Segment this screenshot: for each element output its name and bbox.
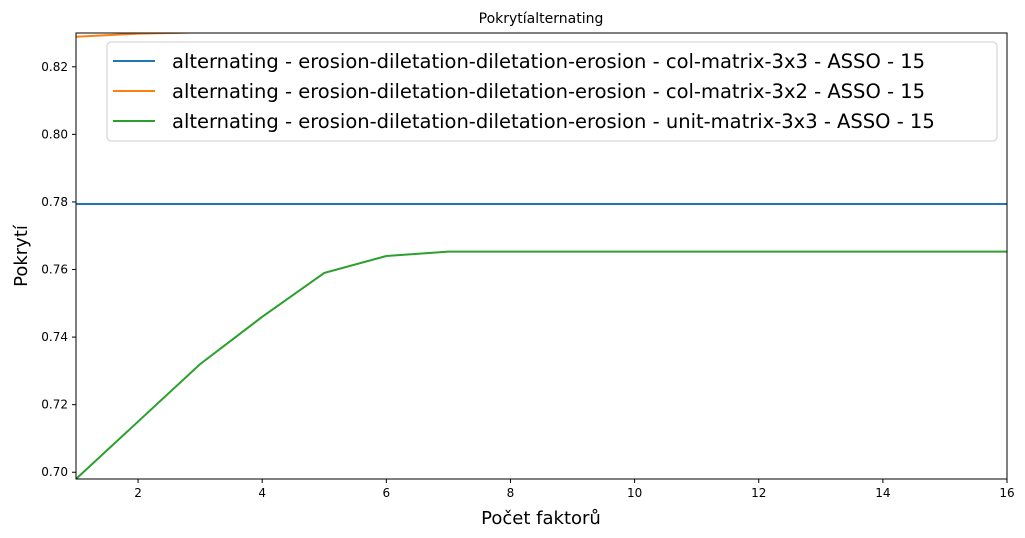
x-tick-label: 8 — [507, 486, 515, 500]
x-axis: 2 4 6 8 10 12 14 16 — [134, 479, 1015, 500]
x-tick-label: 16 — [999, 486, 1014, 500]
x-tick-label: 10 — [627, 486, 642, 500]
y-tick-label: 0.82 — [41, 60, 68, 74]
x-tick-label: 6 — [383, 486, 391, 500]
x-tick-label: 4 — [258, 486, 266, 500]
legend-entry-3: alternating - erosion-diletation-diletat… — [172, 110, 935, 133]
legend-entry-1: alternating - erosion-diletation-diletat… — [172, 50, 925, 73]
legend-entry-2: alternating - erosion-diletation-diletat… — [172, 80, 925, 103]
y-tick-label: 0.70 — [41, 465, 68, 479]
y-axis: 0.70 0.72 0.74 0.76 0.78 0.80 0.82 — [41, 60, 76, 479]
chart-title: Pokrytíalternating — [479, 11, 604, 27]
y-tick-label: 0.78 — [41, 195, 68, 209]
legend: alternating - erosion-diletation-diletat… — [106, 41, 998, 142]
legend-box — [106, 41, 998, 142]
series-layer — [76, 33, 1007, 479]
x-axis-label: Počet faktorů — [481, 508, 601, 529]
x-tick-label: 2 — [134, 486, 142, 500]
x-tick-label: 14 — [875, 486, 890, 500]
series-line-3 — [76, 250, 1007, 479]
y-tick-label: 0.80 — [41, 127, 68, 141]
y-tick-label: 0.76 — [41, 263, 68, 277]
y-axis-label: Pokrytí — [11, 224, 32, 287]
x-tick-label: 12 — [751, 486, 766, 500]
plot-frame — [75, 32, 1008, 480]
y-tick-label: 0.74 — [41, 330, 68, 344]
y-tick-label: 0.72 — [41, 398, 68, 412]
plot-area — [75, 32, 1008, 480]
